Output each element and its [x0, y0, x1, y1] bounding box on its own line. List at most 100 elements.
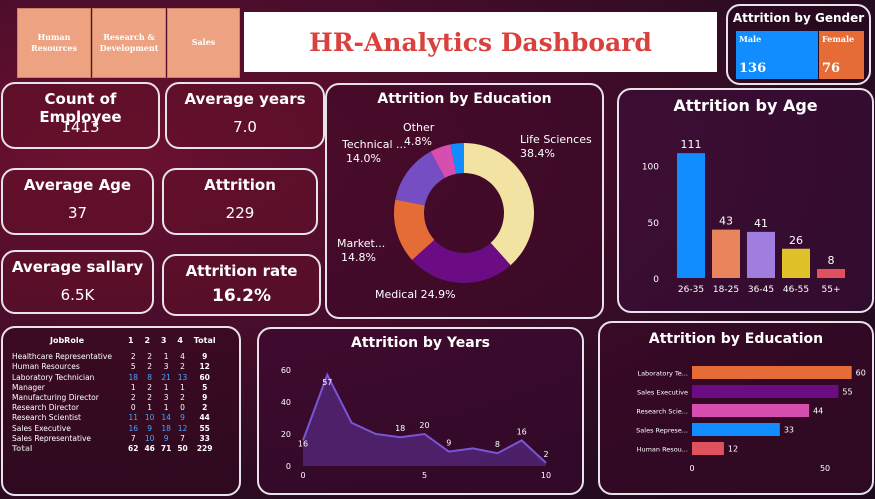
- matrix-cell: 2: [130, 352, 136, 362]
- matrix-row-label: Total: [12, 444, 33, 454]
- matrix-cell: 50: [177, 444, 188, 454]
- donut-label: Life Sciences: [520, 133, 592, 146]
- matrix-row: Sales Representative 7 10 9 7 33: [9, 434, 219, 444]
- y-tick-label: 20: [281, 430, 291, 439]
- hbar[interactable]: [692, 366, 852, 379]
- donut-slice[interactable]: [395, 151, 445, 206]
- matrix-header-2: 2: [144, 336, 151, 345]
- matrix-cell: 9: [202, 393, 208, 403]
- bar-data-label: 12: [728, 445, 738, 454]
- matrix-cell: 2: [147, 362, 153, 372]
- years-chart-title: Attrition by Years: [351, 335, 490, 351]
- x-tick-label: 50: [820, 464, 830, 473]
- hbar[interactable]: [692, 423, 780, 436]
- female-label: Female: [822, 34, 855, 44]
- x-tick-label: 10: [541, 471, 551, 480]
- matrix-cell: 11: [128, 413, 138, 423]
- age-bar[interactable]: [747, 231, 775, 278]
- matrix-header-row: JobRole 1 2 3 4 Total: [9, 336, 219, 352]
- x-tick-label: 36-45: [748, 285, 774, 295]
- kpi-average-salary: Average sallary 6.5K: [1, 250, 154, 314]
- matrix-cell: 9: [163, 433, 169, 443]
- point-label: 8: [495, 440, 500, 449]
- kpi-value: 37: [67, 204, 88, 222]
- matrix-cell: 13: [177, 372, 188, 382]
- matrix-cell: 0: [180, 403, 185, 413]
- matrix-row-label: Laboratory Technician: [12, 372, 95, 382]
- category-label: Laboratory Te...: [637, 370, 688, 378]
- matrix-cell: 3: [163, 362, 169, 372]
- kpi-value: 6.5K: [60, 286, 95, 304]
- matrix-cell: 2: [147, 352, 153, 362]
- matrix-cell: 18: [128, 372, 138, 382]
- matrix-cell: 8: [147, 372, 153, 382]
- bar-data-label: 33: [784, 426, 794, 435]
- gender-female-tile[interactable]: Female 76: [819, 31, 864, 79]
- matrix-cell: 14: [161, 413, 171, 423]
- matrix-row: Manager 1 2 1 1 5: [9, 383, 219, 393]
- point-label: 9: [446, 439, 451, 448]
- years-area: [303, 374, 546, 466]
- matrix-row: Human Resources 5 2 3 2 12: [9, 362, 219, 372]
- donut-slice[interactable]: [464, 143, 534, 266]
- bar-data-label: 41: [754, 217, 768, 230]
- donut-slice[interactable]: [412, 239, 511, 284]
- kpi-value: 229: [225, 204, 255, 222]
- donut-slice[interactable]: [394, 199, 435, 260]
- matrix-cell: 1: [180, 382, 185, 392]
- age-bar[interactable]: [677, 153, 705, 278]
- hbar[interactable]: [692, 442, 724, 455]
- age-bar[interactable]: [712, 229, 740, 278]
- category-label: Sales Executive: [637, 389, 688, 397]
- matrix-cell: 1: [130, 382, 136, 392]
- x-tick-label: 0: [689, 464, 694, 473]
- kpi-attrition-rate: Attrition rate 16.2%: [162, 254, 321, 316]
- attrition-by-years-card: Attrition by Years 0 20 40 60 0 5 10 16 57 18 20 9 8…: [257, 327, 584, 495]
- matrix-cell: 71: [160, 444, 172, 454]
- matrix-header-total: Total: [193, 336, 216, 345]
- age-bar[interactable]: [817, 269, 845, 278]
- matrix-cell: 1: [163, 352, 169, 362]
- hbar[interactable]: [692, 385, 839, 398]
- category-label: Sales Represe...: [636, 427, 688, 435]
- donut-slice[interactable]: [450, 143, 464, 174]
- matrix-row-label: Sales Representative: [12, 433, 92, 443]
- donut-pct: 14.0%: [346, 152, 381, 165]
- bar-data-label: 111: [681, 138, 702, 151]
- matrix-cell: 10: [144, 413, 155, 423]
- matrix-cell: 5: [130, 362, 136, 372]
- kpi-label: Attrition rate: [185, 262, 298, 280]
- bar-data-label: 55: [842, 388, 852, 397]
- matrix-cell: 62: [128, 444, 139, 454]
- matrix-cell: 1: [163, 403, 169, 413]
- gender-male-tile[interactable]: Male 136: [736, 31, 818, 79]
- donut-label: Other: [403, 121, 435, 134]
- donut-pct: 4.8%: [404, 135, 432, 148]
- y-tick-label: 0: [286, 462, 291, 471]
- dept-button-human-resources[interactable]: Human Resources: [17, 8, 91, 78]
- kpi-average-years: Average years 7.0: [165, 82, 325, 149]
- matrix-cell: 18: [161, 423, 171, 433]
- matrix-total-row: Total 62 46 71 50 229: [9, 444, 219, 454]
- age-bar[interactable]: [782, 248, 810, 278]
- attrition-by-education-donut-card: Attrition by Education Life Sciences 38.4…: [325, 83, 604, 319]
- matrix-row: Research Director 0 1 1 0 2: [9, 403, 219, 413]
- matrix-cell: 1: [163, 382, 169, 392]
- dept-button-research-development[interactable]: Research & Development: [92, 8, 166, 78]
- dept-button-sales[interactable]: Sales: [167, 8, 240, 78]
- dashboard-title: HR-Analytics Dashboard: [244, 12, 717, 72]
- jobrole-matrix: JobRole 1 2 3 4 Total Healthcare Represe…: [9, 336, 219, 454]
- matrix-cell: 7: [180, 433, 185, 443]
- matrix-row-label: Healthcare Representative: [12, 352, 112, 362]
- matrix-cell: 0: [130, 403, 136, 413]
- donut-title: Attrition by Education: [377, 91, 552, 107]
- hbar[interactable]: [692, 404, 810, 417]
- matrix-row: Healthcare Representative 2 2 1 4 9: [9, 352, 219, 362]
- matrix-cell: 60: [199, 372, 210, 382]
- matrix-cell: 9: [202, 352, 208, 362]
- male-value: 136: [739, 61, 767, 76]
- point-label: 16: [298, 439, 308, 448]
- hbar-chart: Laboratory Te... 60 Sales Executive 55 Resea…: [636, 366, 866, 473]
- donut-slice[interactable]: [430, 144, 457, 178]
- point-label: 2: [543, 450, 548, 459]
